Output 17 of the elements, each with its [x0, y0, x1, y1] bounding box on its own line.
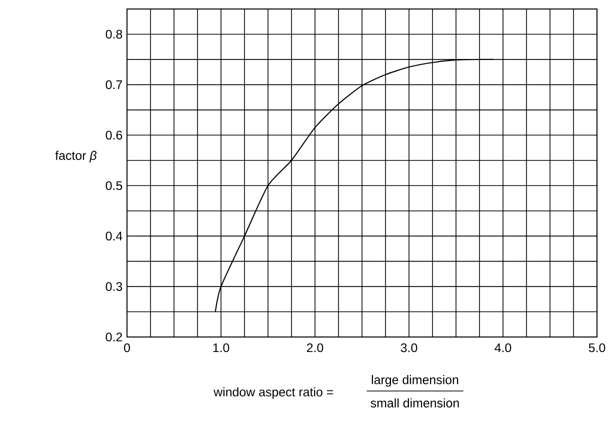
x-tick-label: 3.0: [400, 343, 418, 352]
y-tick-label: 0.4: [106, 232, 122, 240]
y-axis-title: factor β: [55, 150, 96, 162]
x-tick-label: 4.0: [494, 343, 512, 352]
text: large dimension: [372, 375, 458, 387]
y-tick-label: 0.7: [106, 80, 122, 90]
y-tick-label: 0.8: [106, 30, 122, 39]
y-tick-label: 0.6: [106, 130, 122, 140]
x-tick-label: 1.0: [213, 343, 230, 352]
y-tick-label: 0.3: [106, 282, 122, 291]
y-tick-label: 0.2: [106, 332, 122, 342]
text: small dimension: [370, 398, 459, 408]
x-tick-label: 2.0: [306, 343, 324, 352]
y-tick-label: 0.5: [106, 181, 122, 190]
x-tick-label: 5.0: [588, 343, 606, 352]
x-tick-label: 0: [124, 343, 130, 352]
x-axis-title: window aspect ratio =: [214, 387, 334, 399]
